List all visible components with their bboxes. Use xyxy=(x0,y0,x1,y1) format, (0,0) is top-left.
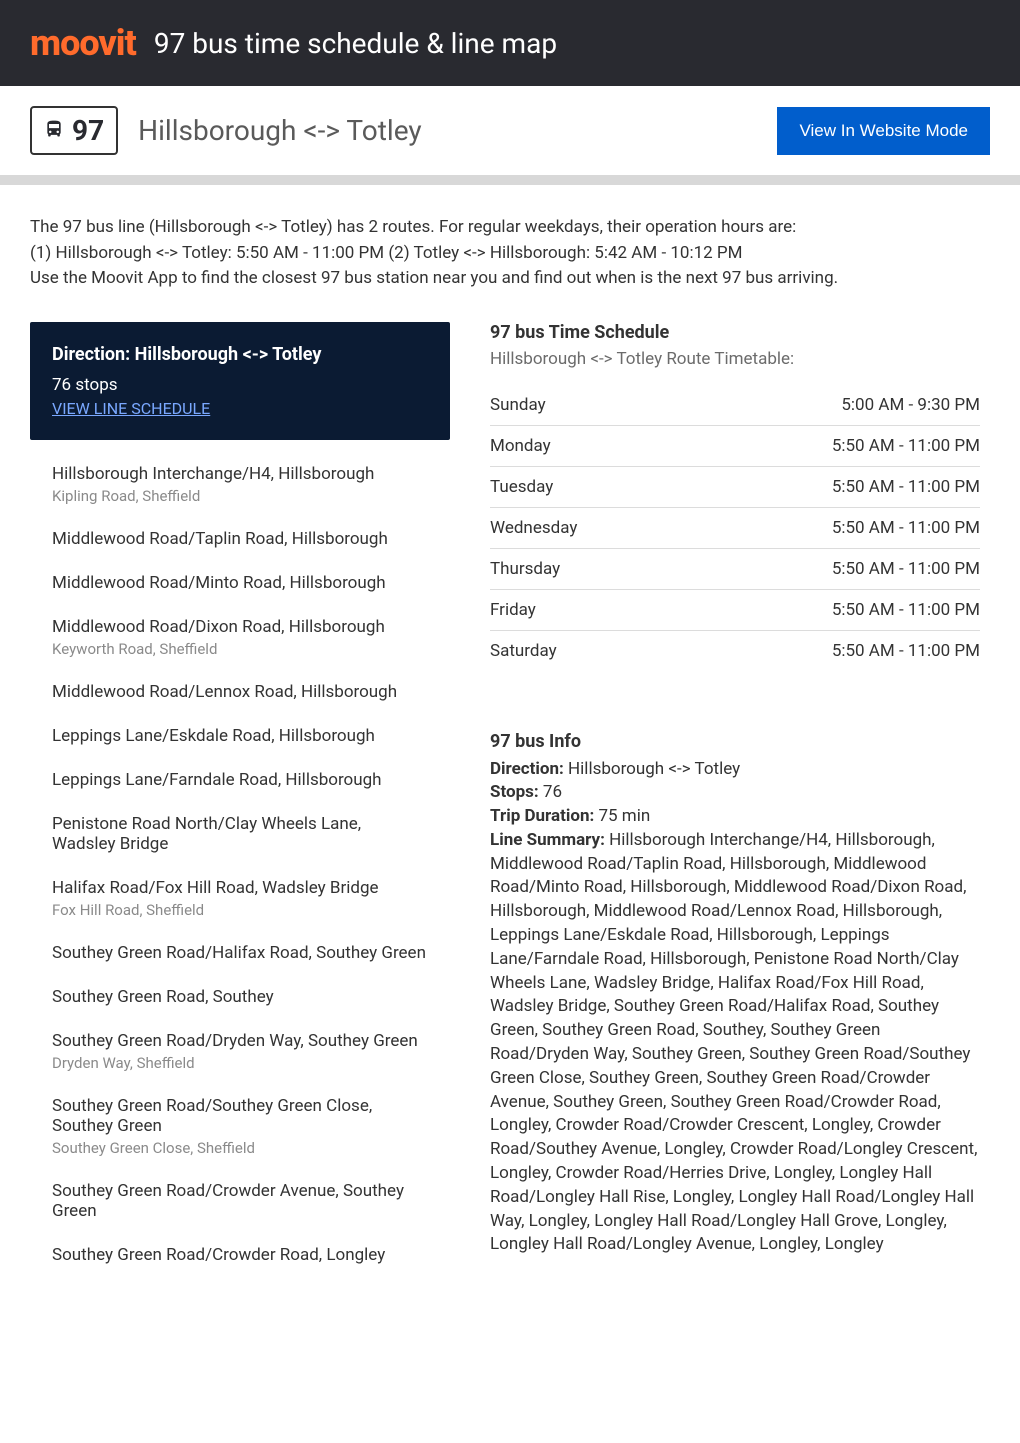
stop-sub: Dryden Way, Sheffield xyxy=(52,1054,428,1072)
stop-item: Leppings Lane/Eskdale Road, Hillsborough xyxy=(52,726,428,746)
info-stops: Stops: 76 xyxy=(490,781,980,805)
schedule-day: Tuesday xyxy=(490,477,553,497)
info-direction-label: Direction: xyxy=(490,759,564,779)
schedule-hours: 5:00 AM - 9:30 PM xyxy=(841,395,980,415)
route-bar: 97 Hillsborough <-> Totley View In Websi… xyxy=(0,86,1020,185)
stop-name: Hillsborough Interchange/H4, Hillsboroug… xyxy=(52,464,428,484)
logo: moovit xyxy=(30,22,136,64)
info-direction-value: Hillsborough <-> Totley xyxy=(568,759,740,779)
stop-item: Middlewood Road/Minto Road, Hillsborough xyxy=(52,573,428,593)
schedule-table: Sunday 5:00 AM - 9:30 PM Monday 5:50 AM - 1… xyxy=(490,385,980,671)
schedule-hours: 5:50 AM - 11:00 PM xyxy=(832,436,980,456)
stop-name: Southey Green Road/Dryden Way, Southey G… xyxy=(52,1031,428,1051)
stop-item: Middlewood Road/Taplin Road, Hillsboroug… xyxy=(52,529,428,549)
stop-name: Leppings Lane/Farndale Road, Hillsboroug… xyxy=(52,770,428,790)
schedule-row: Thursday 5:50 AM - 11:00 PM xyxy=(490,549,980,590)
direction-box: Direction: Hillsborough <-> Totley 76 st… xyxy=(30,322,450,440)
schedule-day: Thursday xyxy=(490,559,560,579)
schedule-hours: 5:50 AM - 11:00 PM xyxy=(832,559,980,579)
stop-item: Penistone Road North/Clay Wheels Lane, W… xyxy=(52,814,428,854)
stop-name: Southey Green Road/Halifax Road, Southey… xyxy=(52,943,428,963)
info-summary-value: Hillsborough Interchange/H4, Hillsboroug… xyxy=(490,830,977,1255)
bus-icon xyxy=(44,119,64,143)
schedule-row: Monday 5:50 AM - 11:00 PM xyxy=(490,426,980,467)
stop-item: Southey Green Road/Crowder Avenue, South… xyxy=(52,1181,428,1221)
stop-sub: Southey Green Close, Sheffield xyxy=(52,1139,428,1157)
stop-item: Halifax Road/Fox Hill Road, Wadsley Brid… xyxy=(52,878,428,919)
schedule-day: Sunday xyxy=(490,395,546,415)
schedule-day: Friday xyxy=(490,600,536,620)
header: moovit 97 bus time schedule & line map xyxy=(0,0,1020,86)
website-mode-button[interactable]: View In Website Mode xyxy=(777,107,990,155)
schedule-day: Wednesday xyxy=(490,518,577,538)
schedule-row: Tuesday 5:50 AM - 11:00 PM xyxy=(490,467,980,508)
stop-item: Southey Green Road/Halifax Road, Southey… xyxy=(52,943,428,963)
stop-item: Middlewood Road/Dixon Road, Hillsborough… xyxy=(52,617,428,658)
stop-item: Southey Green Road/Dryden Way, Southey G… xyxy=(52,1031,428,1072)
schedule-hours: 5:50 AM - 11:00 PM xyxy=(832,518,980,538)
schedule-hours: 5:50 AM - 11:00 PM xyxy=(832,477,980,497)
stop-sub: Keyworth Road, Sheffield xyxy=(52,640,428,658)
intro-text: The 97 bus line (Hillsborough <-> Totley… xyxy=(0,185,1020,322)
schedule-box: 97 bus Time Schedule Hillsborough <-> To… xyxy=(480,322,990,691)
stop-name: Penistone Road North/Clay Wheels Lane, W… xyxy=(52,814,428,854)
schedule-row: Wednesday 5:50 AM - 11:00 PM xyxy=(490,508,980,549)
stop-item: Middlewood Road/Lennox Road, Hillsboroug… xyxy=(52,682,428,702)
stop-name: Southey Green Road, Southey xyxy=(52,987,428,1007)
schedule-subtitle: Hillsborough <-> Totley Route Timetable: xyxy=(490,349,980,369)
stop-name: Middlewood Road/Taplin Road, Hillsboroug… xyxy=(52,529,428,549)
info-summary: Line Summary: Hillsborough Interchange/H… xyxy=(490,829,980,1257)
route-number: 97 xyxy=(72,114,104,147)
stop-sub: Kipling Road, Sheffield xyxy=(52,487,428,505)
stop-sub: Fox Hill Road, Sheffield xyxy=(52,901,428,919)
stop-item: Southey Green Road, Southey xyxy=(52,987,428,1007)
stop-name: Middlewood Road/Minto Road, Hillsborough xyxy=(52,573,428,593)
schedule-hours: 5:50 AM - 11:00 PM xyxy=(832,641,980,661)
stop-item: Hillsborough Interchange/H4, Hillsboroug… xyxy=(52,464,428,505)
right-column: 97 bus Time Schedule Hillsborough <-> To… xyxy=(480,322,990,1289)
stops-list: Hillsborough Interchange/H4, Hillsboroug… xyxy=(30,440,450,1265)
schedule-title: 97 bus Time Schedule xyxy=(490,322,980,343)
info-duration-label: Trip Duration: xyxy=(490,806,594,826)
info-title: 97 bus Info xyxy=(490,731,980,752)
info-summary-label: Line Summary: xyxy=(490,830,605,850)
info-direction: Direction: Hillsborough <-> Totley xyxy=(490,758,980,782)
info-stops-label: Stops: xyxy=(490,782,539,802)
page-title: 97 bus time schedule & line map xyxy=(154,27,557,60)
stop-name: Southey Green Road/Southey Green Close, … xyxy=(52,1096,428,1136)
stops-count: 76 stops xyxy=(52,375,428,395)
info-box: 97 bus Info Direction: Hillsborough <-> … xyxy=(480,691,990,1258)
stop-item: Southey Green Road/Southey Green Close, … xyxy=(52,1096,428,1157)
view-schedule-link[interactable]: VIEW LINE SCHEDULE xyxy=(52,399,210,418)
schedule-row: Saturday 5:50 AM - 11:00 PM xyxy=(490,631,980,671)
route-left: 97 Hillsborough <-> Totley xyxy=(30,106,422,155)
main-content: Direction: Hillsborough <-> Totley 76 st… xyxy=(0,322,1020,1319)
stop-name: Middlewood Road/Lennox Road, Hillsboroug… xyxy=(52,682,428,702)
schedule-row: Friday 5:50 AM - 11:00 PM xyxy=(490,590,980,631)
schedule-day: Saturday xyxy=(490,641,557,661)
info-stops-value: 76 xyxy=(543,782,562,802)
info-duration-value: 75 min xyxy=(598,806,650,826)
stop-item: Southey Green Road/Crowder Road, Longley xyxy=(52,1245,428,1265)
route-title: Hillsborough <-> Totley xyxy=(138,114,421,147)
schedule-hours: 5:50 AM - 11:00 PM xyxy=(832,600,980,620)
info-duration: Trip Duration: 75 min xyxy=(490,805,980,829)
stop-name: Leppings Lane/Eskdale Road, Hillsborough xyxy=(52,726,428,746)
schedule-row: Sunday 5:00 AM - 9:30 PM xyxy=(490,385,980,426)
stop-name: Southey Green Road/Crowder Avenue, South… xyxy=(52,1181,428,1221)
left-column: Direction: Hillsborough <-> Totley 76 st… xyxy=(30,322,450,1289)
direction-title: Direction: Hillsborough <-> Totley xyxy=(52,344,428,365)
stop-name: Middlewood Road/Dixon Road, Hillsborough xyxy=(52,617,428,637)
stop-name: Southey Green Road/Crowder Road, Longley xyxy=(52,1245,428,1265)
schedule-day: Monday xyxy=(490,436,551,456)
stop-name: Halifax Road/Fox Hill Road, Wadsley Brid… xyxy=(52,878,428,898)
route-badge: 97 xyxy=(30,106,118,155)
stop-item: Leppings Lane/Farndale Road, Hillsboroug… xyxy=(52,770,428,790)
